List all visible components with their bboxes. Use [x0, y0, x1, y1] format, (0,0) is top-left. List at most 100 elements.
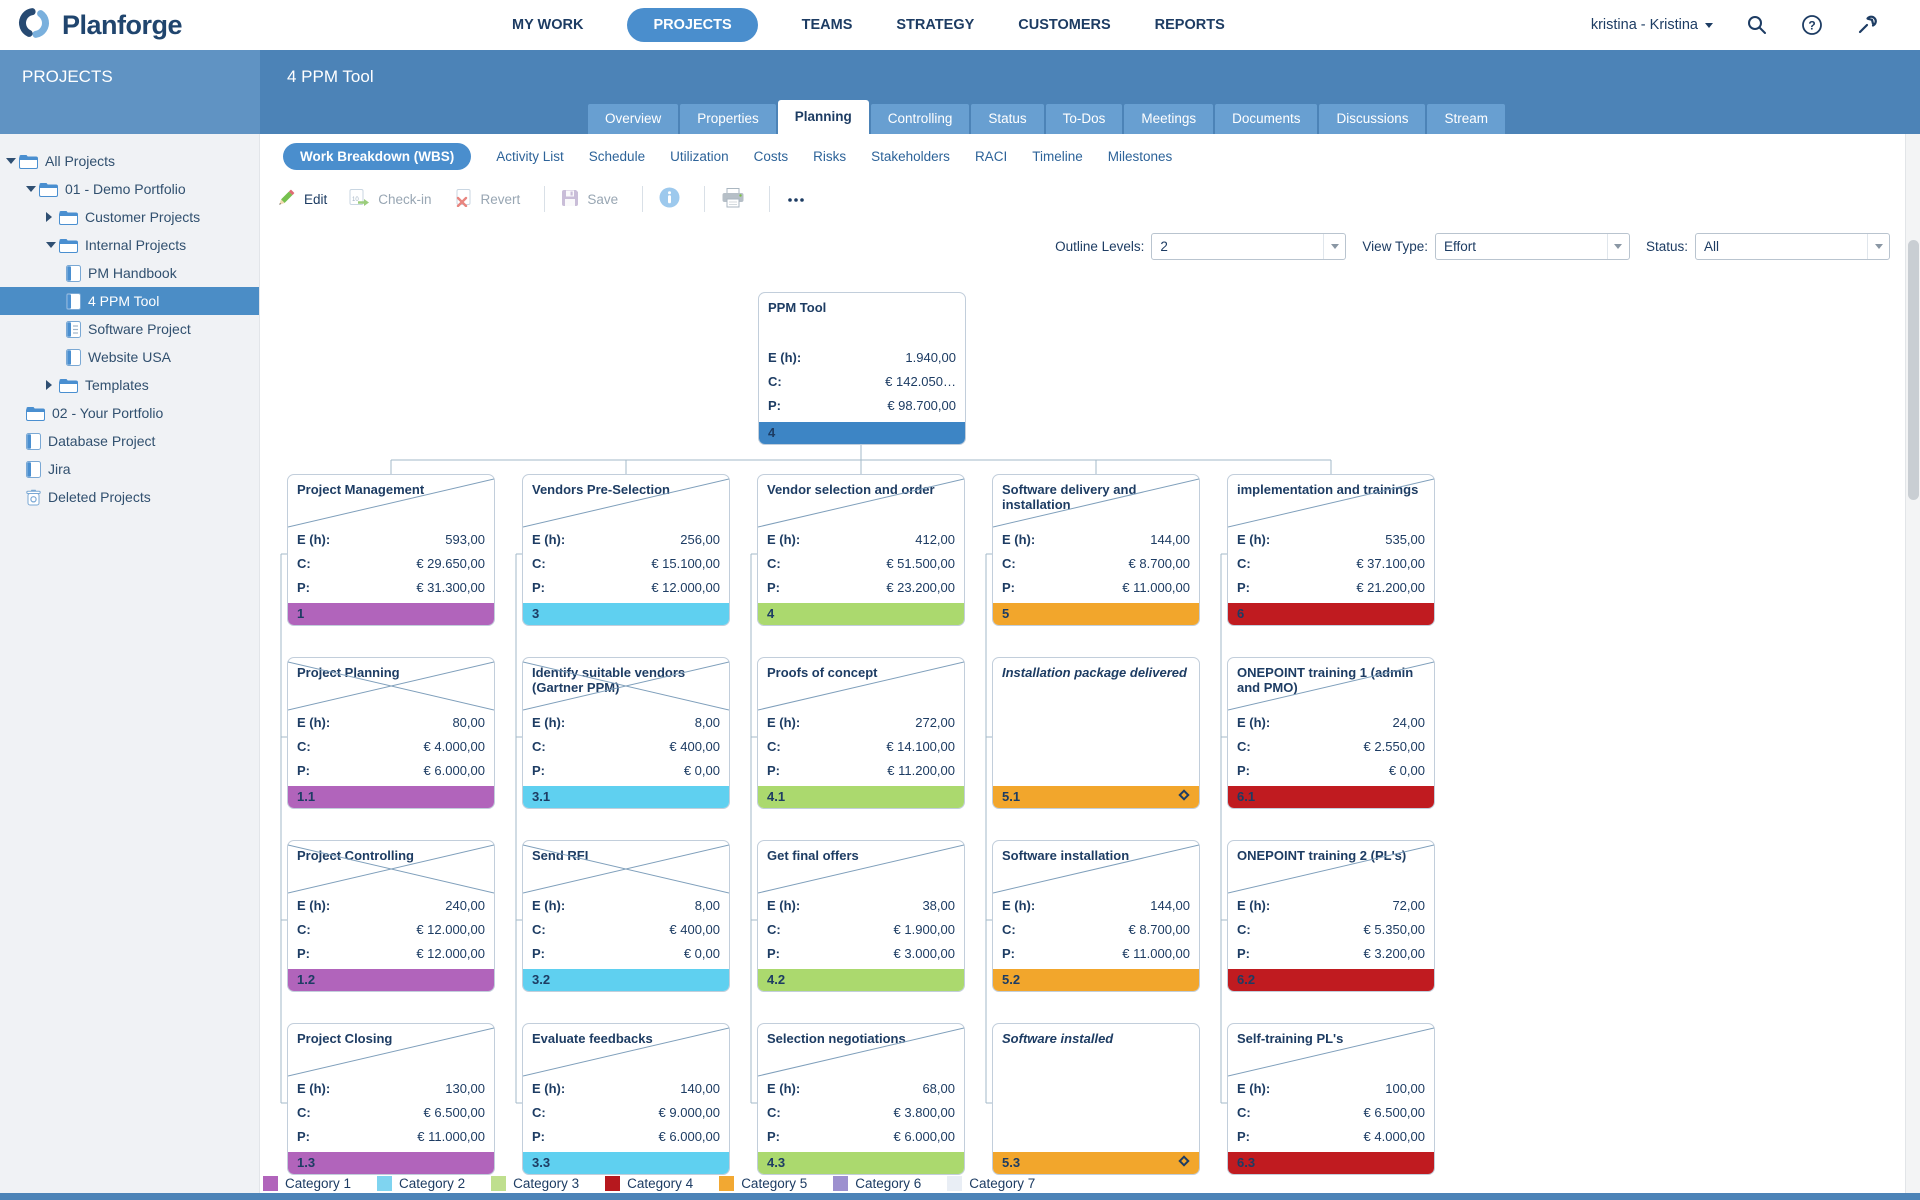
value-label: P:	[768, 397, 781, 413]
sidebar-item-02-your-portfolio[interactable]: 02 - Your Portfolio	[0, 399, 259, 427]
sidebar-item-4-ppm-tool[interactable]: 4 PPM Tool	[0, 287, 259, 315]
wbs-card-onepoint-training-1-admin-and-pmo[interactable]: ONEPOINT training 1 (admin and PMO) E (h)…	[1227, 657, 1435, 809]
value-label: E (h):	[1237, 1080, 1271, 1096]
wbs-card-software-delivery-and-installation[interactable]: Software delivery and installation E (h):…	[992, 474, 1200, 626]
wbs-card-onepoint-training-2-pl-s[interactable]: ONEPOINT training 2 (PL's) E (h): 72,00 C: €…	[1227, 840, 1435, 992]
tab-meetings[interactable]: Meetings	[1124, 104, 1214, 134]
edit-button[interactable]: Edit	[276, 188, 327, 211]
subtab-risks[interactable]: Risks	[813, 148, 847, 164]
wbs-card-vendor-selection-and-order[interactable]: Vendor selection and order E (h): 412,00 C:…	[757, 474, 965, 626]
wbs-card-ppm-tool[interactable]: PPM Tool E (h): 1.940,00 C: € 142.050… P: € 98…	[758, 292, 966, 445]
value-label: C:	[767, 555, 781, 571]
subtab-utilization[interactable]: Utilization	[670, 148, 729, 164]
nav-strategy[interactable]: STRATEGY	[896, 17, 975, 33]
tab-overview[interactable]: Overview	[588, 104, 679, 134]
more-button[interactable]	[786, 192, 806, 207]
tab-discussions[interactable]: Discussions	[1319, 104, 1426, 134]
planforge-logo[interactable]: Planforge	[16, 5, 183, 46]
expand-arrow-down-icon[interactable]	[46, 242, 59, 248]
print-button[interactable]	[721, 187, 745, 211]
wbs-card-self-training-pl-s[interactable]: Self-training PL's E (h): 100,00 C: € 6.500,…	[1227, 1023, 1435, 1175]
sidebar-item-pm-handbook[interactable]: PM Handbook	[0, 259, 259, 287]
wbs-card-software-installation[interactable]: Software installation E (h): 144,00 C: € 8.7…	[992, 840, 1200, 992]
wbs-card-values: E (h): 144,00 C: € 8.700,00 P: € 11.000,00	[993, 893, 1199, 965]
wbs-card-send-rfi[interactable]: Send RFI E (h): 8,00 C: € 400,00 P: € 0,00 3.2	[522, 840, 730, 992]
sidebar-item-deleted-projects[interactable]: Deleted Projects	[0, 483, 259, 511]
category-legend: Category 1 Category 2 Category 3 Category 4…	[263, 1173, 1035, 1193]
nav-my-work[interactable]: MY WORK	[512, 17, 584, 33]
sidebar-item-internal-projects[interactable]: Internal Projects	[0, 231, 259, 259]
sidebar-item-software-project[interactable]: Software Project	[0, 315, 259, 343]
value-row-e: E (h): 1.940,00	[759, 345, 965, 369]
sidebar-item-customer-projects[interactable]: Customer Projects	[0, 203, 259, 231]
wbs-card-evaluate-feedbacks[interactable]: Evaluate feedbacks E (h): 140,00 C: € 9.000,…	[522, 1023, 730, 1175]
wbs-card-software-installed[interactable]: Software installed 5.3	[992, 1023, 1200, 1175]
tab-status[interactable]: Status	[971, 104, 1044, 134]
value-label: E (h):	[767, 714, 801, 730]
status-select[interactable]: All	[1695, 233, 1890, 260]
tab-to-dos[interactable]: To-Dos	[1045, 104, 1123, 134]
wbs-card-vendors-pre-selection[interactable]: Vendors Pre-Selection E (h): 256,00 C: € 15.…	[522, 474, 730, 626]
dropdown-arrow-icon[interactable]	[1323, 234, 1345, 259]
expand-arrow-right-icon[interactable]	[46, 212, 59, 222]
value-amount: € 0,00	[683, 945, 720, 961]
subtab-raci[interactable]: RACI	[974, 148, 1008, 164]
subtab-stakeholders[interactable]: Stakeholders	[871, 148, 950, 164]
tab-planning[interactable]: Planning	[777, 100, 869, 134]
subtab-activity-list[interactable]: Activity List	[496, 148, 564, 164]
help-icon[interactable]: ?	[1801, 14, 1823, 36]
wbs-card-footer: 3.3	[523, 1152, 729, 1174]
expand-arrow-down-icon[interactable]	[6, 158, 19, 164]
nav-reports[interactable]: REPORTS	[1154, 17, 1225, 33]
nav-projects[interactable]: PROJECTS	[627, 8, 758, 42]
sidebar-item-all-projects[interactable]: All Projects	[0, 147, 259, 175]
wbs-card-project-planning[interactable]: Project Planning E (h): 80,00 C: € 4.000,00 P…	[287, 657, 495, 809]
expand-arrow-down-icon[interactable]	[26, 186, 39, 192]
wbs-card-get-final-offers[interactable]: Get final offers E (h): 38,00 C: € 1.900,00 P…	[757, 840, 965, 992]
user-menu[interactable]: kristina - Kristina	[1591, 17, 1713, 33]
dropdown-arrow-icon[interactable]	[1867, 234, 1889, 259]
nav-teams[interactable]: TEAMS	[801, 17, 853, 33]
subtab-work-breakdown-wbs[interactable]: Work Breakdown (WBS)	[283, 142, 472, 170]
wbs-card-project-closing[interactable]: Project Closing E (h): 130,00 C: € 6.500,00 P…	[287, 1023, 495, 1175]
wbs-card-identify-suitable-vendors-gartner-ppm[interactable]: Identify suitable vendors (Gartner PPM) E…	[522, 657, 730, 809]
subtab-milestones[interactable]: Milestones	[1107, 148, 1173, 164]
subtab-schedule[interactable]: Schedule	[588, 148, 646, 164]
value-amount: 240,00	[445, 897, 485, 913]
tab-properties[interactable]: Properties	[680, 104, 776, 134]
wbs-card-proofs-of-concept[interactable]: Proofs of concept E (h): 272,00 C: € 14.100,…	[757, 657, 965, 809]
nav-customers[interactable]: CUSTOMERS	[1018, 17, 1111, 33]
sidebar-item-01-demo-portfolio[interactable]: 01 - Demo Portfolio	[0, 175, 259, 203]
check-in-button[interactable]: 10 Check-in	[349, 188, 432, 210]
wbs-card-selection-negotiations[interactable]: Selection negotiations E (h): 68,00 C: € 3.8…	[757, 1023, 965, 1175]
sidebar-item-jira[interactable]: Jira	[0, 455, 259, 483]
tab-stream[interactable]: Stream	[1427, 104, 1505, 134]
wbs-card-implementation-and-trainings[interactable]: implementation and trainings E (h): 535,00…	[1227, 474, 1435, 626]
wbs-card-installation-package-delivered[interactable]: Installation package delivered 5.1	[992, 657, 1200, 809]
admin-wrench-icon[interactable]	[1856, 14, 1878, 36]
expand-arrow-right-icon[interactable]	[46, 380, 59, 390]
dropdown-arrow-icon[interactable]	[1606, 234, 1629, 259]
wbs-card-project-management[interactable]: Project Management E (h): 593,00 C: € 29.650…	[287, 474, 495, 626]
outline-levels-select[interactable]: 2	[1151, 233, 1347, 260]
wbs-card-footer: 1.3	[288, 1152, 494, 1174]
subtab-costs[interactable]: Costs	[753, 148, 789, 164]
sidebar-item-website-usa[interactable]: Website USA	[0, 343, 259, 371]
save-button[interactable]: Save	[561, 189, 618, 210]
sidebar-item-templates[interactable]: Templates	[0, 371, 259, 399]
subtab-timeline[interactable]: Timeline	[1032, 148, 1083, 164]
info-button[interactable]	[659, 187, 680, 211]
wbs-card-project-controlling[interactable]: Project Controlling E (h): 240,00 C: € 12.00…	[287, 840, 495, 992]
view-type-select[interactable]: Effort	[1434, 233, 1630, 260]
scrollbar-thumb[interactable]	[1908, 240, 1919, 500]
value-amount: 144,00	[1150, 531, 1190, 547]
tab-documents[interactable]: Documents	[1215, 104, 1318, 134]
value-amount: 272,00	[915, 714, 955, 730]
value-row-c: C: € 400,00	[523, 917, 729, 941]
tab-controlling[interactable]: Controlling	[870, 104, 970, 134]
vertical-scrollbar[interactable]	[1905, 134, 1920, 1193]
revert-button[interactable]: Revert	[454, 188, 520, 210]
search-icon[interactable]	[1746, 14, 1768, 36]
wbs-connector-lines	[280, 445, 1332, 1104]
sidebar-item-database-project[interactable]: Database Project	[0, 427, 259, 455]
